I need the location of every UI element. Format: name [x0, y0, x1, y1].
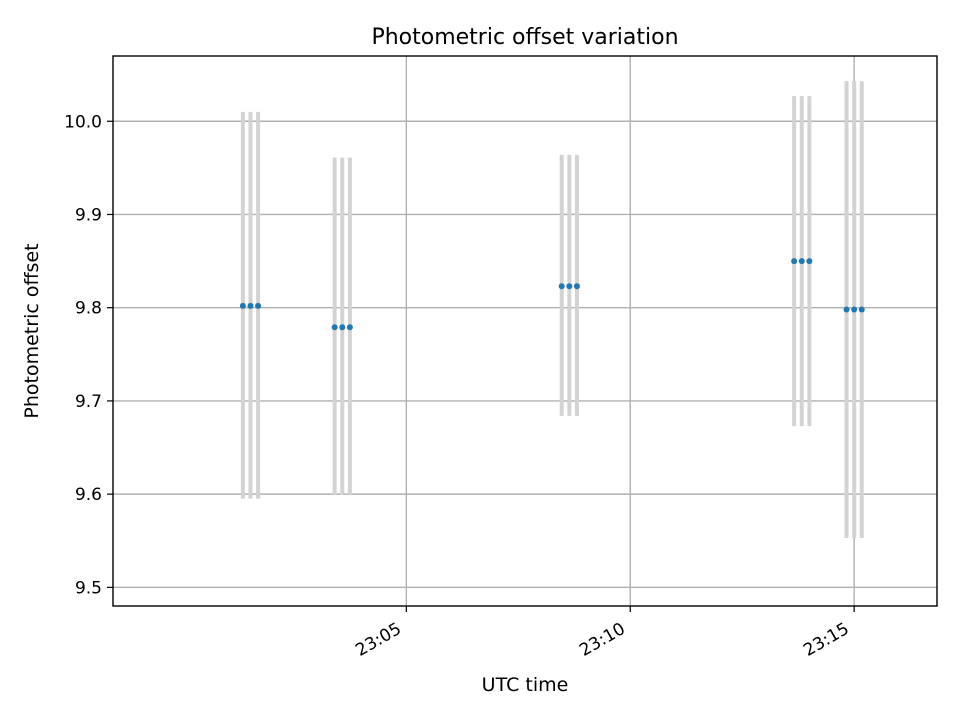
y-tick-label: 9.5	[75, 578, 102, 598]
y-tick-label: 9.8	[75, 299, 102, 319]
data-point	[331, 324, 338, 331]
data-point	[247, 302, 254, 309]
data-point	[798, 258, 805, 265]
data-point	[851, 306, 858, 313]
data-points	[239, 258, 865, 331]
data-point	[239, 302, 246, 309]
y-tick-label: 9.6	[75, 485, 102, 505]
data-point	[806, 258, 813, 265]
x-axis-label: UTC time	[482, 674, 569, 696]
y-tick-label: 9.7	[75, 392, 102, 412]
plot-area	[113, 56, 937, 606]
plot-frame	[112, 55, 938, 607]
data-point	[346, 324, 353, 331]
chart-title: Photometric offset variation	[371, 25, 678, 50]
data-point	[843, 306, 850, 313]
y-tick-label: 10.0	[64, 112, 102, 132]
data-point	[858, 306, 865, 313]
data-point	[255, 302, 262, 309]
data-point	[566, 283, 573, 290]
data-point	[339, 324, 346, 331]
data-point	[558, 283, 565, 290]
y-tick-label: 9.9	[75, 205, 102, 225]
data-point	[573, 283, 580, 290]
data-point	[791, 258, 798, 265]
y-axis-label: Photometric offset	[21, 243, 43, 418]
